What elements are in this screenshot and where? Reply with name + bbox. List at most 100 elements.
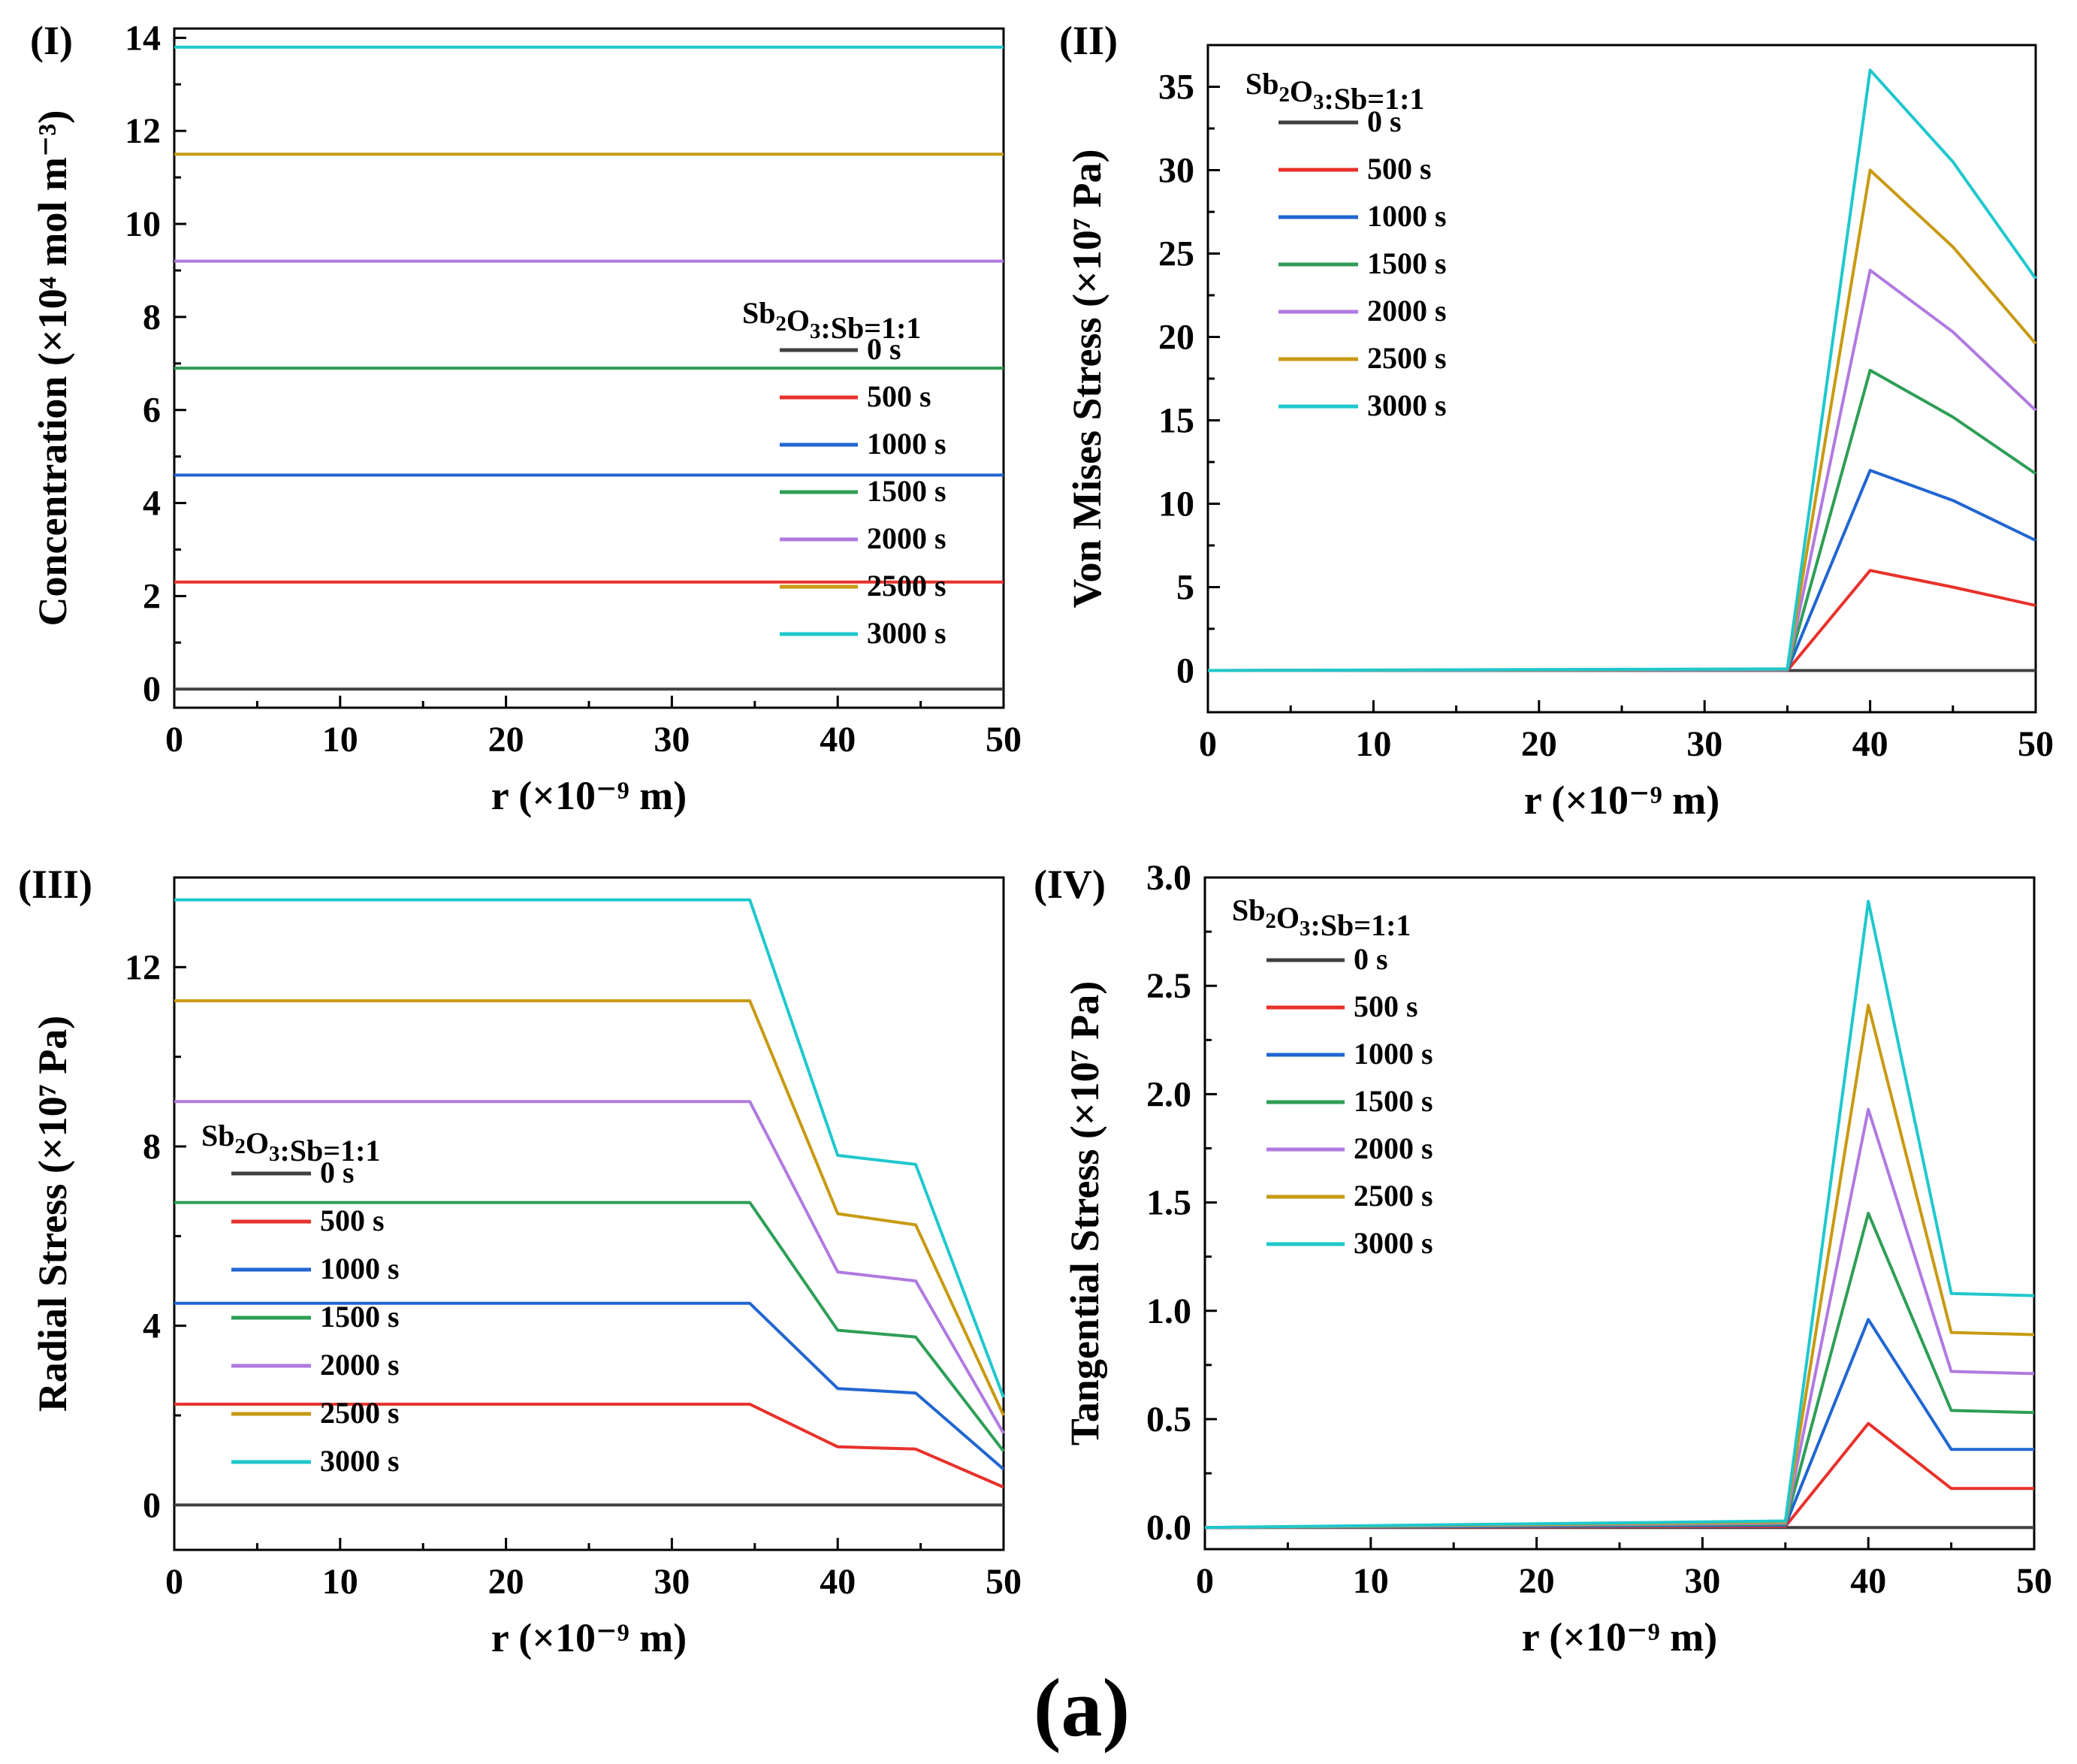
x-tick-label: 10 bbox=[1353, 1561, 1389, 1601]
series-line-1000s bbox=[174, 1301, 1005, 1471]
x-tick-label: 40 bbox=[820, 720, 856, 760]
legend-entry: 2000 s bbox=[320, 1348, 400, 1382]
series-line-500s bbox=[174, 1403, 1004, 1489]
x-axis-label: r (×10⁻⁹ m) bbox=[1522, 1614, 1717, 1660]
x-tick-label: 10 bbox=[322, 1562, 358, 1602]
y-tick-label: 20 bbox=[1158, 318, 1194, 358]
legend-entry: 2500 s bbox=[1354, 1179, 1433, 1213]
legend-entry: 1500 s bbox=[320, 1300, 400, 1334]
y-tick-label: 1.5 bbox=[1146, 1183, 1191, 1223]
y-axis-label: Concentration (×10⁴ mol m⁻³) bbox=[30, 110, 75, 626]
legend-entry: 3000 s bbox=[867, 616, 946, 650]
x-tick-label: 50 bbox=[986, 1562, 1022, 1602]
y-tick-label: 5 bbox=[1176, 568, 1194, 608]
y-axis-label: Von Mises Stress (×10⁷ Pa) bbox=[1064, 150, 1109, 609]
x-tick-label: 30 bbox=[654, 1562, 690, 1602]
legend: Sb2O3:Sb=1:10 s 500 s 1000 s 1500 s 2000 s 25… bbox=[1232, 893, 1433, 1260]
x-axis-label: r (×10⁻⁹ m) bbox=[491, 1615, 687, 1660]
y-tick-label: 1.0 bbox=[1146, 1291, 1191, 1331]
legend-entry: 1500 s bbox=[867, 474, 946, 508]
legend-entry: 0 s bbox=[320, 1155, 355, 1189]
figure-label: (a) bbox=[1034, 1662, 1130, 1753]
series-line-500s bbox=[1204, 1421, 2034, 1530]
x-tick-label: 30 bbox=[1684, 1561, 1720, 1601]
legend-entry: 1500 s bbox=[1354, 1084, 1433, 1118]
legend: Sb2O3:Sb=1:10 s 500 s 1000 s 1500 s 2000 s 25… bbox=[201, 1119, 400, 1478]
legend-entry: 2000 s bbox=[1367, 294, 1447, 328]
y-tick-label: 0 bbox=[143, 669, 161, 709]
plot-frame bbox=[1203, 876, 2036, 1551]
y-tick-label: 10 bbox=[1158, 485, 1194, 524]
x-tick-label: 20 bbox=[1521, 724, 1557, 764]
legend-entry: 0 s bbox=[867, 332, 901, 366]
y-tick-label: 12 bbox=[125, 947, 161, 987]
legend-entry: 3000 s bbox=[320, 1444, 400, 1478]
panel-label: (I) bbox=[30, 18, 73, 63]
y-axis-label: Radial Stress (×10⁷ Pa) bbox=[30, 1016, 75, 1412]
y-tick-label: 3.0 bbox=[1146, 858, 1191, 898]
series-line-2000s bbox=[174, 1100, 1005, 1434]
y-tick-label: 12 bbox=[125, 111, 161, 151]
legend: Sb2O3:Sb=1:10 s 500 s 1000 s 1500 s 2000 s 25… bbox=[742, 296, 946, 650]
series-line-1000s bbox=[1204, 1318, 2034, 1530]
x-tick-label: 10 bbox=[322, 720, 358, 760]
y-tick-label: 2 bbox=[143, 576, 161, 616]
x-tick-label: 0 bbox=[165, 720, 183, 760]
x-tick-label: 40 bbox=[1852, 724, 1888, 764]
series-line-2000s bbox=[1207, 268, 2037, 672]
y-tick-label: 2.0 bbox=[1146, 1074, 1191, 1114]
legend-entry: 1000 s bbox=[867, 427, 946, 461]
x-tick-label: 50 bbox=[986, 720, 1022, 760]
legend-entry: 3000 s bbox=[1354, 1226, 1433, 1260]
x-tick-label: 30 bbox=[1686, 724, 1722, 764]
x-axis-label: r (×10⁻⁹ m) bbox=[491, 773, 687, 818]
y-tick-label: 14 bbox=[125, 18, 161, 58]
y-tick-label: 2.5 bbox=[1146, 966, 1191, 1006]
series-line-3000s bbox=[1204, 899, 2035, 1530]
legend-entry: 500 s bbox=[1367, 152, 1432, 186]
x-tick-label: 0 bbox=[165, 1562, 183, 1602]
legend-title: Sb2O3:Sb=1:1 bbox=[201, 1119, 380, 1167]
x-tick-label: 10 bbox=[1355, 724, 1391, 764]
chart-panel-III: 0 10 20 30 40 50 0 4 8 12 r (×10⁻⁹ m) Radial Stress… bbox=[18, 862, 1022, 1660]
series-line-3000s bbox=[1207, 68, 2037, 672]
y-tick-label: 8 bbox=[143, 1127, 161, 1167]
series-line-2500s bbox=[1207, 168, 2037, 672]
legend-entry: 1000 s bbox=[1367, 199, 1447, 233]
panel-label: (IV) bbox=[1034, 862, 1106, 907]
legend-entry: 1500 s bbox=[1367, 246, 1447, 280]
series-line-1500s bbox=[174, 1201, 1005, 1452]
x-tick-label: 0 bbox=[1199, 724, 1217, 764]
y-axis-label: Tangential Stress (×10⁷ Pa) bbox=[1062, 981, 1107, 1446]
legend-entry: 2000 s bbox=[1354, 1131, 1433, 1165]
y-tick-label: 0.0 bbox=[1146, 1508, 1191, 1548]
y-tick-label: 15 bbox=[1158, 401, 1194, 441]
y-tick-label: 0 bbox=[1176, 651, 1194, 691]
x-tick-label: 30 bbox=[654, 720, 690, 760]
x-tick-label: 50 bbox=[2016, 1561, 2052, 1601]
legend-entry: 500 s bbox=[320, 1204, 385, 1237]
x-tick-label: 20 bbox=[488, 1562, 524, 1602]
chart-panel-IV: 0 10 20 30 40 50 0.0 0.5 1.0 1.5 2.0 2.5 3.0 r (×10⁻⁹… bbox=[1034, 858, 2052, 1660]
y-tick-label: 4 bbox=[143, 1306, 161, 1346]
series-line-1500s bbox=[1204, 1212, 2035, 1530]
legend-title: Sb2O3:Sb=1:1 bbox=[1232, 893, 1411, 942]
legend-entry: 0 s bbox=[1367, 104, 1402, 138]
legend-title: Sb2O3:Sb=1:1 bbox=[1245, 67, 1424, 116]
legend-entry: 1000 s bbox=[1354, 1037, 1433, 1071]
chart-panel-I: 0 10 20 30 40 50 0 2 4 6 8 10 12 14 r (×10⁻⁹ m) Concent… bbox=[30, 18, 1022, 818]
y-tick-label: 0.5 bbox=[1146, 1400, 1191, 1439]
y-tick-label: 6 bbox=[143, 391, 161, 430]
series-line-2500s bbox=[174, 999, 1005, 1416]
chart-panel-II: 0 10 20 30 40 50 0 5 10 15 20 25 30 35 r (×10⁻⁹ m) Von … bbox=[1059, 18, 2054, 823]
series-line-2500s bbox=[1204, 1004, 2035, 1530]
legend-entry: 2500 s bbox=[1367, 341, 1447, 375]
legend-entry: 3000 s bbox=[1367, 388, 1447, 422]
legend-entry: 2500 s bbox=[867, 569, 946, 603]
legend-entry: 500 s bbox=[1354, 989, 1418, 1023]
legend-entry: 2500 s bbox=[320, 1396, 400, 1430]
legend-entry: 1000 s bbox=[320, 1252, 400, 1285]
plot-frame bbox=[1206, 44, 2037, 714]
legend-title: Sb2O3:Sb=1:1 bbox=[742, 296, 921, 345]
